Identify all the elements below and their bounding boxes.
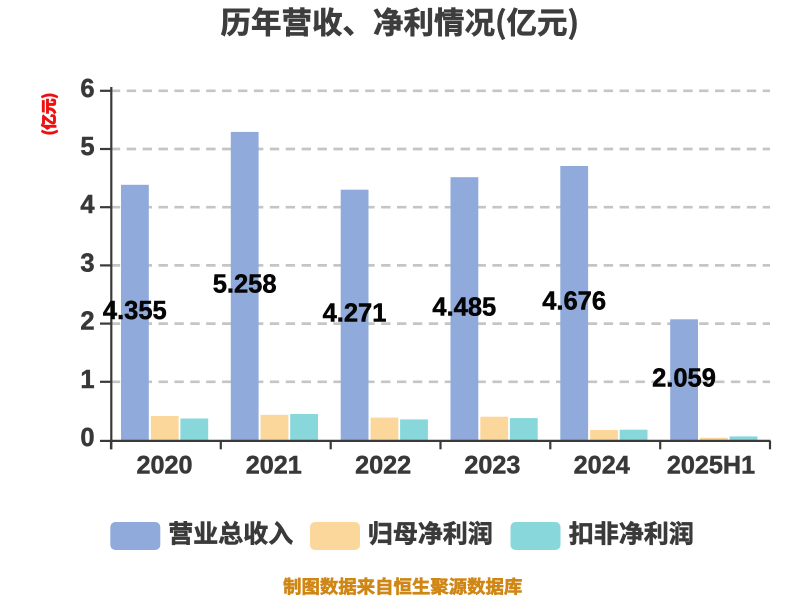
svg-text:2024: 2024 [574, 451, 630, 479]
svg-text:0: 0 [80, 424, 94, 452]
svg-text:2021: 2021 [246, 451, 302, 479]
svg-text:4.676: 4.676 [542, 288, 606, 316]
svg-text:1: 1 [80, 366, 94, 394]
svg-text:4: 4 [80, 191, 95, 219]
svg-text:2.059: 2.059 [652, 364, 716, 392]
svg-text:2020: 2020 [136, 451, 192, 479]
svg-text:2022: 2022 [355, 451, 411, 479]
svg-text:5: 5 [80, 133, 94, 161]
svg-text:4.355: 4.355 [103, 297, 167, 325]
svg-text:5.258: 5.258 [213, 271, 277, 299]
svg-text:6: 6 [80, 75, 94, 103]
svg-text:4.485: 4.485 [432, 293, 496, 321]
svg-text:2: 2 [80, 308, 94, 336]
svg-text:2023: 2023 [464, 451, 520, 479]
svg-text:4.271: 4.271 [323, 300, 387, 328]
svg-text:3: 3 [80, 249, 94, 277]
svg-text:2025H1: 2025H1 [667, 451, 755, 479]
